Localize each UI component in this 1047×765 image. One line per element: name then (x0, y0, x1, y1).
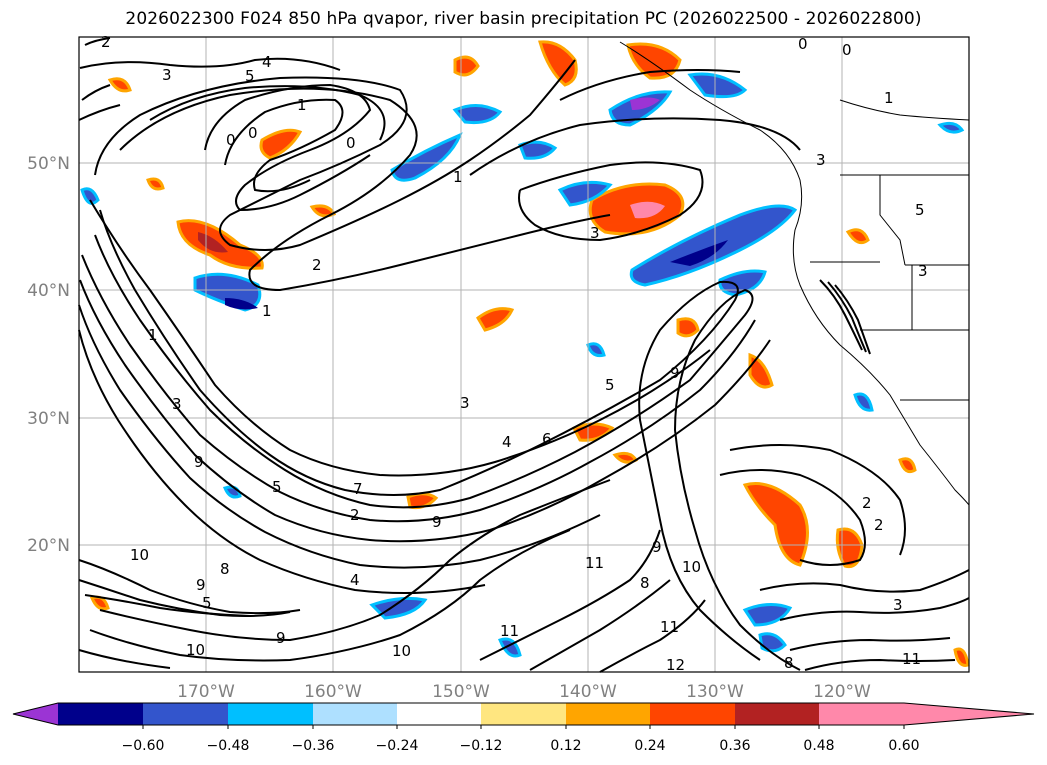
contour-label: 4 (262, 53, 272, 71)
lon-label-120w: 120°W (813, 682, 871, 702)
colorbar-segment (397, 703, 481, 725)
contour-label: 11 (660, 618, 679, 636)
colorbar-segment (819, 703, 904, 725)
lon-label-170w: 170°W (177, 682, 235, 702)
colorbar-tick-label: 0.24 (634, 738, 665, 754)
lon-label-130w: 130°W (686, 682, 744, 702)
contour-label: 4 (502, 433, 512, 451)
colorbar-tick-label: −0.48 (207, 738, 250, 754)
contour-label: 10 (186, 641, 205, 659)
contour-label: 3 (918, 262, 928, 280)
contour-label: 2 (350, 506, 360, 524)
contour-label: 0 (226, 131, 236, 149)
lat-label-30n: 30°N (27, 409, 70, 429)
contour-label: 2 (862, 494, 872, 512)
contour-label: 5 (245, 67, 255, 85)
contour-label: 9 (432, 513, 442, 531)
contour-label: 8 (640, 574, 650, 592)
contour-label: 4 (350, 571, 360, 589)
colorbar-ticks (142, 725, 905, 729)
contour-label: 5 (605, 376, 615, 394)
contour-label: 0 (842, 41, 852, 59)
lon-label-150w: 150°W (432, 682, 490, 702)
contour-label: 12 (666, 656, 685, 674)
axis-labels: 50°N 40°N 30°N 20°N 170°W 160°W 150°W 14… (27, 154, 871, 702)
contour-label: 9 (276, 629, 286, 647)
lon-label-140w: 140°W (559, 682, 617, 702)
contour-label: 1 (453, 168, 463, 186)
colorbar-tick-label: −0.24 (376, 738, 419, 754)
colorbar-segment (650, 703, 735, 725)
colorbar-tick-label: −0.60 (122, 738, 165, 754)
contour-label: 9 (194, 453, 204, 471)
contour-label: 5 (272, 478, 282, 496)
colorbar-tick-label: −0.36 (292, 738, 335, 754)
colorbar-segment (143, 703, 228, 725)
contour-label: 0 (346, 134, 356, 152)
contour-label: 1 (148, 326, 158, 344)
contour-label: 10 (130, 546, 149, 564)
colorbar-segment (735, 703, 819, 725)
contour-label: 1 (262, 302, 272, 320)
colorbar-tick-label: 0.36 (719, 738, 750, 754)
map-background (79, 37, 969, 672)
qvapor-contours (78, 37, 970, 673)
contour-label: 11 (902, 650, 921, 668)
contour-label: 11 (585, 554, 604, 572)
colorbar-segment (566, 703, 650, 725)
contour-label: 8 (784, 654, 794, 672)
coastline (619, 41, 970, 506)
contour-label: 9 (196, 576, 206, 594)
contour-label: 10 (392, 642, 411, 660)
contour-label: 7 (353, 480, 363, 498)
map-frame (78, 36, 970, 673)
colorbar-outline (12, 702, 1035, 726)
contour-label: 5 (202, 594, 212, 612)
contour-label: 0 (798, 35, 808, 53)
lat-label-50n: 50°N (27, 154, 70, 174)
contour-label: 10 (682, 558, 701, 576)
contour-label: 2 (101, 33, 111, 51)
colorbar-tick-label: 0.60 (888, 738, 919, 754)
contour-label: 1 (297, 96, 307, 114)
contour-label: 3 (162, 66, 172, 84)
colorbar-segment (58, 703, 143, 725)
colorbar-tick-label: −0.12 (460, 738, 503, 754)
contour-label: 5 (915, 201, 925, 219)
colorbar: −0.60 −0.48 −0.36 −0.24 −0.12 0.12 0.24 … (12, 702, 1035, 754)
map-title: 2026022300 F024 850 hPa qvapor, river ba… (125, 9, 922, 29)
contour-label: 0 (248, 124, 258, 142)
contour-label: 3 (893, 596, 903, 614)
contour-label: 3 (816, 151, 826, 169)
colorbar-extend-low (13, 703, 58, 725)
contour-label: 9 (670, 364, 680, 382)
map-panel: 2 3 5 4 0 0 0 1 2 1 3 1 0 0 1 3 5 3 3 9 … (78, 33, 970, 674)
lat-label-40n: 40°N (27, 281, 70, 301)
colorbar-segment (313, 703, 397, 725)
contour-label: 3 (460, 394, 470, 412)
contour-label: 8 (220, 560, 230, 578)
contour-label: 3 (172, 395, 182, 413)
colorbar-tick-label: 0.12 (550, 738, 581, 754)
colorbar-segment (228, 703, 313, 725)
contour-label: 2 (874, 516, 884, 534)
contour-label: 1 (884, 89, 894, 107)
contour-label: 2 (312, 256, 322, 274)
contour-label: 3 (590, 224, 600, 242)
contour-label: 11 (500, 622, 519, 640)
lat-label-20n: 20°N (27, 536, 70, 556)
colorbar-extend-high (904, 703, 1034, 725)
colorbar-tick-label: 0.48 (803, 738, 834, 754)
contour-label: 6 (542, 430, 552, 448)
colorbar-segment (481, 703, 566, 725)
contour-labels: 2 3 5 4 0 0 0 1 2 1 3 1 0 0 1 3 5 3 3 9 … (101, 33, 928, 674)
contour-label: 9 (652, 538, 662, 556)
lon-label-160w: 160°W (304, 682, 362, 702)
